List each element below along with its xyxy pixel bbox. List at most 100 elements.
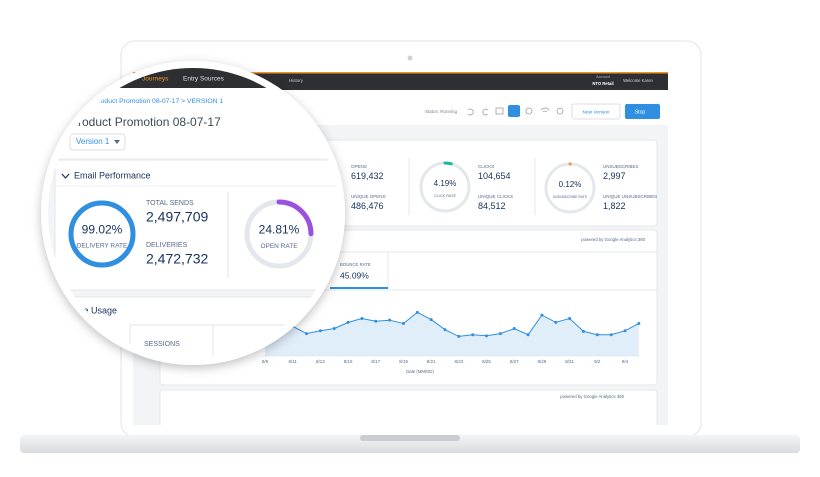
data-point	[374, 319, 378, 323]
stat-value: 2,472,732	[146, 250, 208, 266]
stat-label: CLICKS	[478, 164, 494, 169]
donut-arc	[544, 162, 596, 214]
x-tick-label: 8/15	[344, 359, 353, 364]
stat-label: UNIQUE CLICKS	[478, 194, 513, 199]
data-point	[581, 329, 585, 333]
rate-label: UNSUBSCRIBE RATE	[553, 195, 588, 199]
data-point	[568, 316, 572, 320]
data-point	[332, 327, 336, 331]
settings-icon[interactable]	[556, 107, 564, 115]
stat-label: UNSUBSCRIBES	[603, 164, 639, 169]
laptop-notch	[360, 435, 460, 441]
x-axis-title: Date (MM/DD)	[406, 369, 434, 374]
stat-label: UNIQUE UNSUBSCRIBES	[603, 194, 657, 199]
donut-arc	[68, 200, 136, 268]
area-fill	[265, 312, 639, 356]
copy-icon[interactable]	[525, 107, 533, 115]
data-point	[609, 333, 613, 337]
data-point	[360, 316, 364, 320]
nav-accent	[133, 72, 668, 74]
lens-performance-card	[54, 159, 339, 291]
active-icon[interactable]	[508, 105, 520, 117]
stop-label[interactable]: Stop	[635, 109, 646, 115]
new-version-button[interactable]	[571, 103, 621, 120]
data-point	[318, 329, 322, 333]
background-content: History Account NTO Retail Welcome Karen Sta…	[262, 75, 657, 399]
data-point	[498, 332, 502, 336]
data-point	[595, 333, 599, 337]
x-tick-label: 8/27	[510, 359, 519, 364]
rate-value: 0.12%	[559, 180, 582, 189]
stat-value: 84,512	[478, 201, 506, 211]
stat-value: 2,497,709	[146, 208, 208, 224]
stat-value: 619,432	[351, 171, 384, 181]
toolbar-icons	[467, 105, 564, 117]
rate-value: 24.81%	[259, 222, 300, 236]
nav-tab-active[interactable]: Journeys	[142, 76, 169, 83]
nav-tab[interactable]: Entry Sources	[183, 76, 225, 83]
dropdown-caret	[114, 140, 120, 144]
stat-label: DELIVERIES	[146, 242, 188, 249]
rate-label: DELIVERY RATE	[77, 242, 128, 249]
series-line	[264, 311, 640, 337]
powered-by: powered by Google Analytics 360	[560, 394, 624, 399]
x-tick-label: 8/17	[371, 359, 380, 364]
lens-content: Journeys Entry Sources > Product Promotion…	[68, 76, 314, 348]
data-point	[554, 320, 558, 324]
stat-label: TOTAL SENDS	[146, 200, 194, 207]
stat-value: 1,822	[603, 201, 626, 211]
account-label: Account	[596, 75, 611, 79]
x-tick-label: 9/2	[594, 359, 601, 364]
data-point	[401, 322, 405, 326]
laptop-base	[20, 435, 800, 453]
donut-arc	[419, 161, 471, 213]
version-button[interactable]	[69, 133, 126, 151]
x-tick-label: 8/19	[399, 359, 408, 364]
camera	[407, 55, 413, 61]
status: Status: Running	[425, 109, 458, 114]
new-version-label[interactable]: New Version	[583, 109, 610, 115]
section-title: Site Usage	[73, 305, 117, 315]
data-point	[471, 333, 475, 337]
active-tab-underline	[330, 287, 388, 289]
data-point	[485, 334, 489, 338]
data-point	[457, 334, 461, 338]
account-name: NTO Retail	[592, 81, 613, 86]
x-tick-label: 8/11	[288, 359, 297, 364]
data-point	[443, 328, 447, 332]
magnifier-edge	[44, 64, 342, 362]
x-tick-label: 8/23	[454, 359, 463, 364]
x-tick-label: 8/13	[316, 359, 325, 364]
page-title: Product Promotion 08-07-17	[70, 115, 221, 129]
stat-label: UNIQUE OPENS	[351, 194, 386, 199]
x-tick-label: 8/21	[427, 359, 436, 364]
rate-value: 99.02%	[82, 222, 123, 236]
nav-tab[interactable]: History	[289, 78, 304, 83]
data-point	[415, 310, 419, 314]
stat-label: OPENS	[351, 164, 367, 169]
wifi-icon[interactable]	[540, 107, 550, 113]
breadcrumb: > Product Promotion 08-07-17 > VERSION 1	[88, 98, 223, 105]
section-title: Email Performance	[74, 170, 151, 180]
version-label[interactable]: Version 1	[76, 137, 110, 146]
powered-by: powered by Google Analytics 360	[581, 237, 645, 242]
data-point	[388, 318, 392, 322]
data-point	[637, 322, 641, 326]
data-point	[512, 327, 516, 331]
stop-button[interactable]	[625, 104, 660, 119]
print-icon	[495, 107, 504, 115]
data-point	[429, 318, 433, 322]
x-tick-label: 8/31	[565, 359, 574, 364]
data-point	[305, 332, 309, 336]
tab-label: BOUNCE RATE	[340, 262, 371, 267]
x-tick-label: 8/25	[482, 359, 491, 364]
rate-value: 4.19%	[434, 179, 457, 188]
stat-value: 2,997	[603, 171, 626, 181]
donut-arc	[244, 199, 314, 269]
tile-label: SESSIONS	[144, 341, 180, 348]
x-tick-label: 9/4	[622, 359, 629, 364]
x-tick-label: 8/9	[262, 359, 269, 364]
stat-value: 486,476	[351, 201, 384, 211]
welcome: Welcome Karen	[623, 78, 653, 83]
